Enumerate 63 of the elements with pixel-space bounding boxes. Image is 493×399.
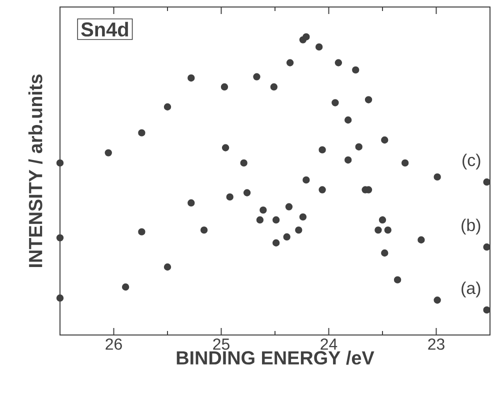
point	[56, 234, 64, 242]
point	[164, 103, 172, 110]
point	[222, 144, 230, 152]
point	[418, 236, 425, 244]
point	[164, 263, 172, 271]
x-tick-label: 26	[106, 338, 122, 350]
point	[434, 173, 441, 181]
point	[394, 276, 402, 284]
point	[483, 178, 490, 186]
point	[200, 226, 208, 234]
x-tick-label: 24	[320, 338, 338, 350]
point	[483, 306, 490, 314]
point	[374, 226, 382, 234]
point	[188, 199, 195, 207]
point	[272, 239, 280, 246]
point	[334, 59, 342, 66]
point	[384, 226, 392, 234]
point	[344, 116, 352, 124]
point	[272, 216, 280, 224]
point	[270, 83, 278, 91]
y-axis-title: INTENSITY / arb.units	[28, 74, 42, 268]
series-label: (b)	[462, 218, 480, 235]
x-axis-title: BINDING ENERGY /eV	[176, 350, 374, 365]
series-label: (a)	[462, 282, 480, 298]
point	[299, 213, 307, 221]
point	[434, 296, 441, 304]
point	[483, 243, 490, 251]
point	[220, 83, 228, 91]
point	[381, 249, 388, 257]
point	[318, 186, 326, 194]
point	[315, 43, 323, 51]
point	[240, 159, 248, 167]
point	[285, 203, 293, 210]
point	[138, 228, 146, 236]
point	[378, 216, 386, 224]
x-tick-label: 25	[213, 338, 230, 350]
point	[352, 66, 360, 74]
point	[286, 59, 294, 66]
point	[188, 74, 195, 82]
point	[243, 189, 251, 196]
point	[104, 149, 112, 156]
point	[295, 226, 302, 234]
point	[355, 143, 362, 150]
point	[344, 156, 352, 164]
point	[302, 33, 310, 40]
point	[364, 96, 372, 104]
point	[302, 176, 310, 184]
point	[226, 193, 234, 201]
point	[56, 159, 64, 167]
point	[332, 99, 339, 106]
point	[256, 216, 264, 224]
point	[253, 73, 260, 80]
point	[283, 233, 290, 240]
point	[381, 136, 388, 144]
x-tick-label: 23	[428, 338, 444, 350]
point	[401, 159, 409, 167]
series-label: (c)	[462, 154, 480, 170]
point	[318, 146, 326, 154]
point	[260, 206, 267, 214]
point	[56, 294, 64, 302]
text: Sn4d	[81, 22, 128, 36]
point	[138, 129, 146, 136]
point	[122, 283, 130, 291]
